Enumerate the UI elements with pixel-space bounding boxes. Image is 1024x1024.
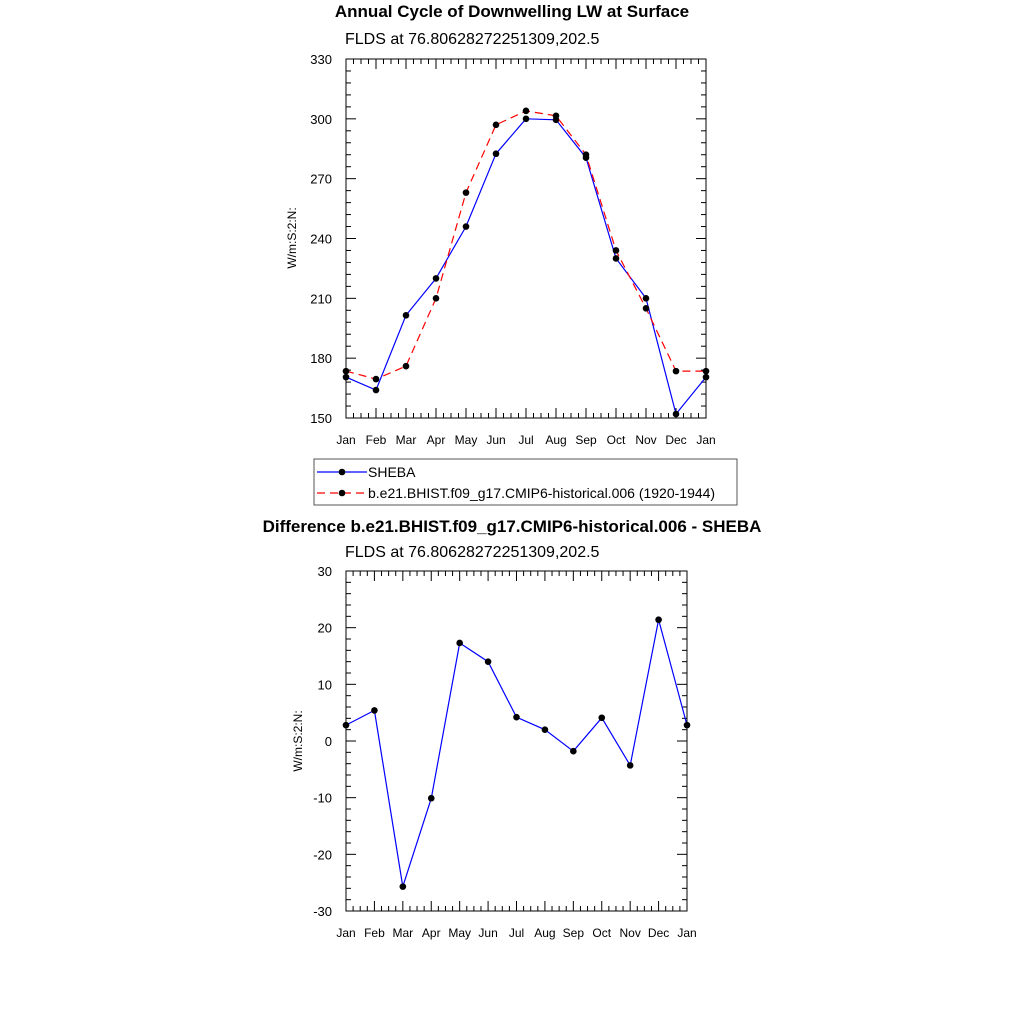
chart1-y-tick-label: 180 [310,351,332,366]
chart1-x-tick-label: Oct [607,433,626,447]
chart1-series-2-point [342,367,350,375]
chart1-series-1-point [402,311,410,319]
chart2-x-tick-label: Jul [509,926,524,940]
chart2-y-tick-label: -10 [313,791,332,806]
chart2-y-axis-label: W/m:S:2:N: [291,710,305,771]
chart1-series-1-point [522,115,530,123]
chart2-series-1-point [513,713,520,721]
chart2-series-1-point [342,721,350,729]
chart2-y-tick-label: 30 [318,564,332,579]
chart2-y-tick-label: -20 [313,847,332,862]
chart1-y-tick-label: 270 [310,172,332,187]
chart1-series-1-point [432,275,440,282]
chart1-y-tick-label: 150 [310,411,332,426]
chart2-x-tick-label: Jun [478,926,497,940]
chart1-series-1-point [372,386,380,394]
chart1-y-tick-label: 210 [310,291,332,306]
chart1-legend-label-2: b.e21.BHIST.f09_g17.CMIP6-historical.006… [368,485,715,501]
chart1-x-tick-label: Apr [427,433,446,447]
chart1-x-tick-label: Jan [696,433,715,447]
chart1-x-tick-label: May [455,433,478,447]
chart2-x-tick-label: Dec [648,926,669,940]
chart2-x-tick-label: Oct [592,926,611,940]
chart2-x-tick-label: Jan [677,926,696,940]
chart1-series-1-point [642,295,650,302]
chart1-series-2-point [672,367,680,375]
chart2-x-tick-label: Mar [392,926,413,940]
chart2-x-tick-label: Aug [534,926,555,940]
chart1-legend-marker-1 [338,468,346,476]
chart1-x-tick-label: Aug [545,433,566,447]
chart1-series-1-point [462,223,470,230]
chart2-x-tick-label: Apr [422,926,441,940]
chart1-x-tick-label: Mar [396,433,417,447]
chart2-plot-frame [345,570,688,912]
chart1-series-1-point [492,150,500,158]
chart2-series-1-point [626,762,634,769]
chart2-x-tick-label: May [448,926,471,940]
chart1-series-2-point [462,189,470,196]
chart2-x-tick-label: Nov [619,926,640,940]
chart1-x-tick-label: Jun [486,433,505,447]
chart2-series-1-point [484,658,492,665]
chart1-y-tick-label: 330 [310,52,332,67]
chart2-series-1-point [683,721,691,729]
chart1-series-2-point [582,151,590,159]
chart1-series-2-point [612,247,620,254]
chart2-series-1-line [345,619,688,887]
chart2-series-1-point [570,747,577,755]
chart1-x-tick-label: Nov [635,433,656,447]
chart1-x-tick-label: Jan [336,433,355,447]
chart2-y-tick-label: 10 [318,677,332,692]
chart1-series-1-point [672,410,680,418]
chart2-series-1-point [655,616,662,624]
chart1-series-2-point [372,375,380,383]
chart2-series-1-point [598,714,606,722]
chart1-x-tick-label: Dec [665,433,686,447]
chart2-y-tick-label: 20 [318,621,332,636]
chart2-series-1-point [399,883,407,890]
chart1-series-1-point [702,373,710,381]
chart1-series-2-point [432,295,440,302]
chart2-x-tick-label: Feb [364,926,385,940]
chart2-y-tick-label: 0 [325,734,332,749]
chart1-x-tick-label: Feb [366,433,387,447]
chart2-series-1-point [427,794,435,802]
chart1-series-1-point [342,373,350,381]
chart1-legend-box [313,458,738,506]
chart2-series-1-point [541,726,549,733]
chart2-series-1-point [456,639,463,647]
chart1-y-axis-label: W/m:S:2:N: [285,207,299,268]
chart1-series-2-point [522,107,530,115]
chart1-y-tick-label: 240 [310,232,332,247]
chart1-legend-label-1: SHEBA [368,464,416,480]
chart2-x-tick-label: Jan [336,926,355,940]
chart2-series-1-point [371,707,378,714]
chart2-x-tick-label: Sep [563,926,585,940]
chart1-series-2-point [402,362,410,370]
chart2-y-tick-label: -30 [313,904,332,919]
chart1-title: Annual Cycle of Downwelling LW at Surfac… [334,2,690,21]
chart1-series-2-point [552,112,560,120]
chart1-y-tick-label: 300 [310,112,332,127]
chart1-series-2-point [492,121,500,129]
chart1-legend-marker-2 [338,489,346,497]
chart1-series-1-line [345,118,707,416]
chart2-title: Difference b.e21.BHIST.f09_g17.CMIP6-his… [262,517,762,536]
chart1-series-2-point [642,305,650,312]
chart1-series-2-point [702,367,710,375]
chart1-series-1-point [612,255,620,262]
chart1-subtitle: FLDS at 76.80628272251309,202.5 [345,31,600,48]
chart1-series-2-line [345,110,706,380]
chart1-x-tick-label: Sep [575,433,597,447]
chart1-x-tick-label: Jul [518,433,533,447]
chart2-subtitle: FLDS at 76.80628272251309,202.5 [345,544,600,561]
